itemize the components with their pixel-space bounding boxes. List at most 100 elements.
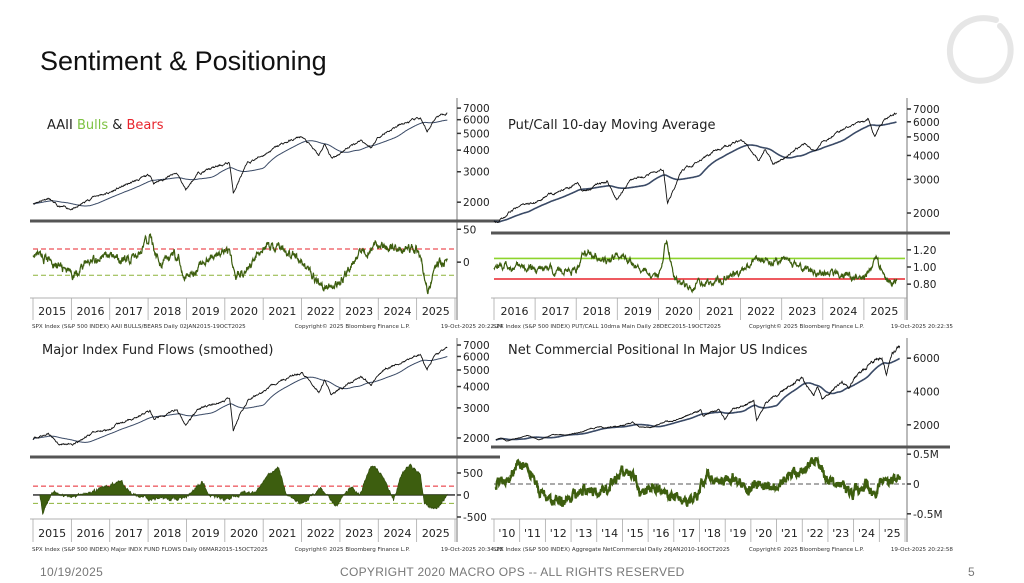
x-tick-label: '10	[498, 527, 515, 540]
x-tick-label: 2024	[829, 305, 857, 318]
x-tick-label: '18	[704, 527, 721, 540]
copyright-text: Copyright© 2025 Bloomberg Finance L.P.	[749, 546, 864, 553]
y-tick-label: 4000	[913, 150, 940, 162]
x-tick-label: 2017	[115, 527, 143, 540]
y-tick-label: 4000	[913, 387, 940, 399]
fund-flows-area	[39, 463, 448, 515]
x-tick-label: 2021	[268, 305, 296, 318]
copyright-text: Copyright© 2025 Bloomberg Finance L.P.	[749, 323, 864, 330]
x-tick-label: '13	[575, 527, 592, 540]
chart-title-aaii: AAII Bulls & Bears	[47, 118, 164, 133]
source-text: SPX Index (S&P 500 INDEX) AAII BULLS/BEA…	[32, 324, 246, 330]
slide-title: Sentiment & Positioning	[40, 46, 327, 76]
x-tick-label: 2019	[624, 305, 652, 318]
x-tick-label: 2019	[192, 305, 220, 318]
x-tick-label: '11	[524, 527, 541, 540]
timestamp-text: 19-Oct-2025 20:22:24	[441, 324, 504, 330]
x-tick-label: 2025	[870, 305, 898, 318]
y-tick-label: 6000	[463, 351, 490, 363]
y-tick-label: 4000	[463, 145, 490, 157]
y-tick-label: 2000	[913, 208, 940, 220]
x-tick-label: 2022	[307, 305, 335, 318]
footer-copyright: COPYRIGHT 2020 MACRO OPS -- ALL RIGHTS R…	[340, 565, 685, 579]
x-tick-label: 2020	[665, 305, 693, 318]
y-tick-label: 3000	[913, 174, 940, 186]
y-tick-label: 5000	[463, 365, 490, 377]
y-tick-label: 5000	[463, 128, 490, 140]
page-number: 5	[968, 565, 975, 579]
source-text: SPX Index (S&P 500 INDEX) Aggregate NetC…	[493, 547, 730, 553]
x-tick-label: '25	[884, 527, 901, 540]
indicator-tick-label: 0.5M	[913, 449, 939, 461]
y-tick-label: 3000	[463, 403, 490, 415]
x-tick-label: 2018	[153, 305, 181, 318]
x-tick-label: 2018	[153, 527, 181, 540]
x-tick-label: 2023	[345, 527, 373, 540]
copyright-text: Copyright© 2025 Bloomberg Finance L.P.	[295, 546, 410, 553]
x-tick-label: 2015	[38, 305, 66, 318]
indicator-tick-label: 50	[463, 224, 476, 236]
x-tick-label: 2023	[788, 305, 816, 318]
chart-title-netcommercial: Net Commercial Positional In Major US In…	[508, 343, 808, 358]
x-tick-label: 2015	[38, 527, 66, 540]
title-bulls: Bulls	[76, 118, 109, 133]
spx-price-line	[493, 112, 897, 224]
x-tick-label: 2024	[383, 527, 411, 540]
x-tick-label: '24	[858, 527, 875, 540]
timestamp-text: 19-Oct-2025 20:22:58	[891, 547, 954, 553]
x-tick-label: 2022	[747, 305, 775, 318]
source-text: SPX Index (S&P 500 INDEX) PUT/CALL 10dma…	[493, 324, 721, 330]
x-tick-label: 2025	[422, 305, 450, 318]
y-tick-label: 7000	[463, 340, 490, 352]
x-tick-label: 2018	[583, 305, 611, 318]
moving-average-line	[32, 356, 448, 443]
x-tick-label: 2025	[422, 527, 450, 540]
indicator-tick-label: 1.20	[913, 245, 936, 257]
y-tick-label: 6000	[913, 353, 940, 365]
moving-average-line	[32, 119, 448, 207]
x-tick-label: '16	[652, 527, 669, 540]
indicator-line	[494, 455, 901, 507]
x-tick-label: 2021	[706, 305, 734, 318]
x-tick-label: 2020	[230, 527, 258, 540]
spx-price-line	[32, 112, 448, 211]
x-tick-label: '23	[832, 527, 849, 540]
x-tick-label: '14	[601, 527, 618, 540]
x-tick-label: 2023	[345, 305, 373, 318]
chart-title-putcall: Put/Call 10-day Moving Average	[508, 118, 716, 133]
y-tick-label: 2000	[463, 197, 490, 209]
copyright-text: Copyright© 2025 Bloomberg Finance L.P.	[295, 323, 410, 330]
x-tick-label: '17	[678, 527, 695, 540]
title-bears: Bears	[126, 118, 164, 133]
x-tick-label: 2019	[192, 527, 220, 540]
x-tick-label: 2024	[383, 305, 411, 318]
spx-price-line	[32, 346, 448, 446]
y-tick-label: 2000	[463, 433, 490, 445]
indicator-tick-label: 0	[463, 257, 470, 269]
y-tick-label: 7000	[913, 104, 940, 116]
title-part: AAII	[47, 118, 77, 133]
chart-netcommercial: 2000 4000 6000 0.5M 0 -0.5M '10 '11 '12 '13 '14 '15…	[491, 338, 953, 553]
x-tick-label: '21	[781, 527, 798, 540]
x-tick-label: 2020	[230, 305, 258, 318]
x-tick-label: '15	[627, 527, 644, 540]
spx-price-line	[495, 345, 901, 442]
footer-date: 10/19/2025	[40, 565, 104, 579]
x-tick-label: 2016	[77, 305, 105, 318]
y-tick-label: 2000	[913, 420, 940, 432]
x-tick-label: 2021	[268, 527, 296, 540]
y-tick-label: 5000	[913, 132, 940, 144]
title-and: &	[108, 118, 127, 133]
timestamp-text: 19-Oct-2025 20:22:35	[891, 324, 954, 330]
x-tick-label: '19	[730, 527, 747, 540]
x-tick-label: 2022	[307, 527, 335, 540]
y-tick-label: 6000	[913, 117, 940, 129]
source-text: SPX Index (S&P 500 INDEX) Major INDX FUN…	[32, 547, 268, 553]
indicator-line	[493, 239, 898, 294]
indicator-tick-label: 1.00	[913, 262, 936, 274]
x-tick-label: '12	[550, 527, 567, 540]
